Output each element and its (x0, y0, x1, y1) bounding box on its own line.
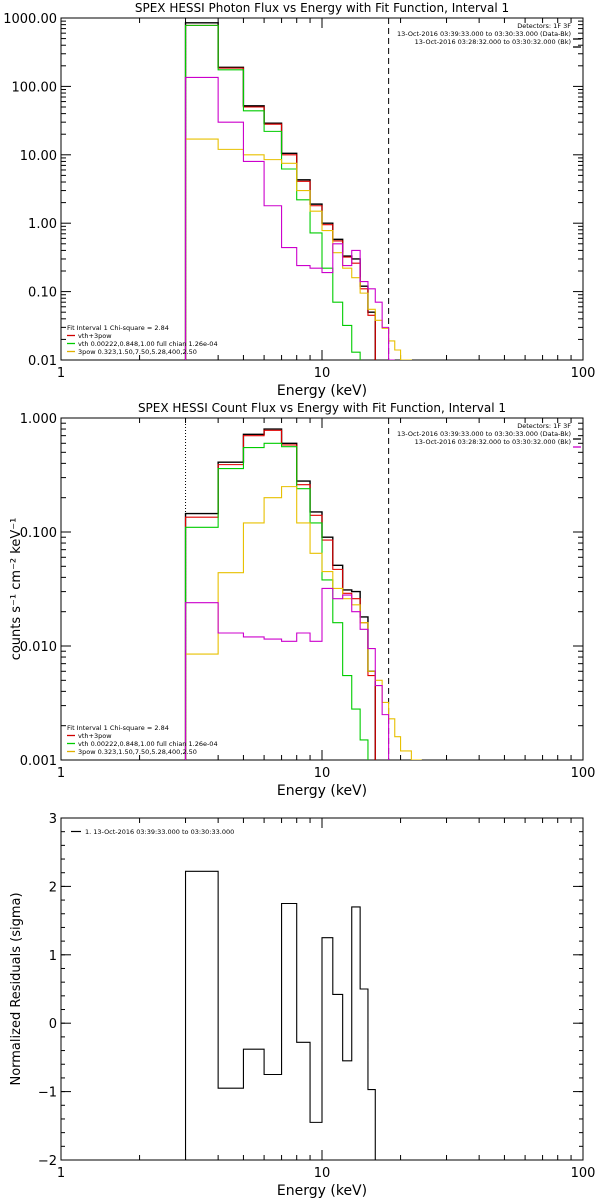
legend-entry: 1. 13-Oct-2016 03:39:33.000 to 03:30:33.… (85, 828, 234, 836)
series-group (184, 870, 376, 1160)
y-axis-label: Normalized Residuals (sigma) (9, 892, 24, 1085)
x-axis-label: Energy (keV) (277, 383, 367, 399)
info-right-line: Detectors: 1F 3F (517, 422, 571, 430)
x-tick-label: 1 (57, 766, 65, 781)
x-tick-label: 10 (314, 766, 331, 781)
info-left-line: vth 0.00222,0.848,1.00 full chian 1.26e-… (78, 740, 218, 748)
y-tick-label: 10.00 (20, 149, 57, 164)
series-total (184, 24, 376, 360)
info-right-line: 13-Oct-2016 03:39:33.000 to 03:30:33.000… (397, 30, 571, 38)
x-tick-label: 1 (57, 1166, 65, 1181)
info-left-line: vth+3pow (78, 732, 112, 740)
y-tick-label: 1.00 (28, 217, 57, 232)
info-left-line: vth 0.00222,0.848,1.00 full chian 1.26e-… (78, 340, 218, 348)
y-tick-label: 0 (49, 1017, 57, 1032)
info-left-line: 3pow 0.323,1.50,7.50,5.28,400,2.50 (78, 748, 197, 756)
y-tick-label: 1.000 (20, 412, 57, 427)
photon-flux-panel: SPEX HESSI Photon Flux vs Energy with Fi… (3, 1, 595, 399)
series-powerlaw (184, 138, 431, 360)
y-tick-label: 0.010 (20, 640, 57, 655)
x-tick-label: 10 (314, 366, 331, 381)
series-thermal (184, 442, 369, 760)
x-tick-label: 10 (314, 1166, 331, 1181)
series-residuals (184, 870, 376, 1160)
info-left-line: 3pow 0.323,1.50,7.50,5.28,400,2.50 (78, 348, 197, 356)
x-axis-label: Energy (keV) (277, 1183, 367, 1199)
series-powerlaw (184, 486, 431, 760)
series-background (184, 587, 390, 760)
series-data (184, 22, 376, 360)
y-tick-label: 0.001 (20, 754, 57, 769)
plot-frame (60, 17, 584, 361)
y-tick-label: 0.100 (20, 526, 57, 541)
info-right-line: 13-Oct-2016 03:39:33.000 to 03:30:33.000… (397, 430, 571, 438)
chart-title: SPEX HESSI Count Flux vs Energy with Fit… (138, 401, 506, 415)
y-tick-label: 100.00 (12, 80, 58, 95)
count-flux-panel: SPEX HESSI Count Flux vs Energy with Fit… (9, 401, 595, 799)
y-tick-label: −1 (38, 1086, 57, 1101)
info-right-line: 13-Oct-2016 03:28:32.000 to 03:30:32.000… (415, 38, 571, 46)
series-group (184, 22, 431, 360)
series-background (184, 76, 395, 360)
x-axis-label: Energy (keV) (277, 783, 367, 799)
x-tick-label: 100 (571, 366, 596, 381)
y-tick-label: −2 (38, 1154, 57, 1169)
y-tick-label: 2 (49, 880, 57, 895)
series-thermal (184, 24, 361, 360)
y-tick-label: 1 (49, 949, 57, 964)
info-left-line: Fit Interval 1 Chi-square = 2.84 (67, 324, 169, 332)
info-right-line: Detectors: 1F 3F (517, 22, 571, 30)
y-tick-label: 0.10 (28, 286, 57, 301)
x-tick-label: 100 (571, 766, 596, 781)
residuals-panel: 1 10 100 Energy (keV) −2 −1 0 1 2 3 Normalized Res… (9, 812, 595, 1199)
info-left-line: vth+3pow (78, 332, 112, 340)
x-tick-label: 1 (57, 366, 65, 381)
y-tick-label: 3 (49, 812, 57, 827)
x-tick-label: 100 (571, 1166, 596, 1181)
y-tick-label: 0.01 (28, 354, 57, 369)
info-left-line: Fit Interval 1 Chi-square = 2.84 (67, 724, 169, 732)
y-tick-label: 1000.00 (3, 12, 57, 27)
info-right-line: 13-Oct-2016 03:28:32.000 to 03:30:32.000… (415, 438, 571, 446)
series-group (184, 428, 431, 760)
y-axis-label: counts s⁻¹ cm⁻² keV⁻¹ (9, 518, 24, 661)
chart-title: SPEX HESSI Photon Flux vs Energy with Fi… (135, 1, 509, 15)
